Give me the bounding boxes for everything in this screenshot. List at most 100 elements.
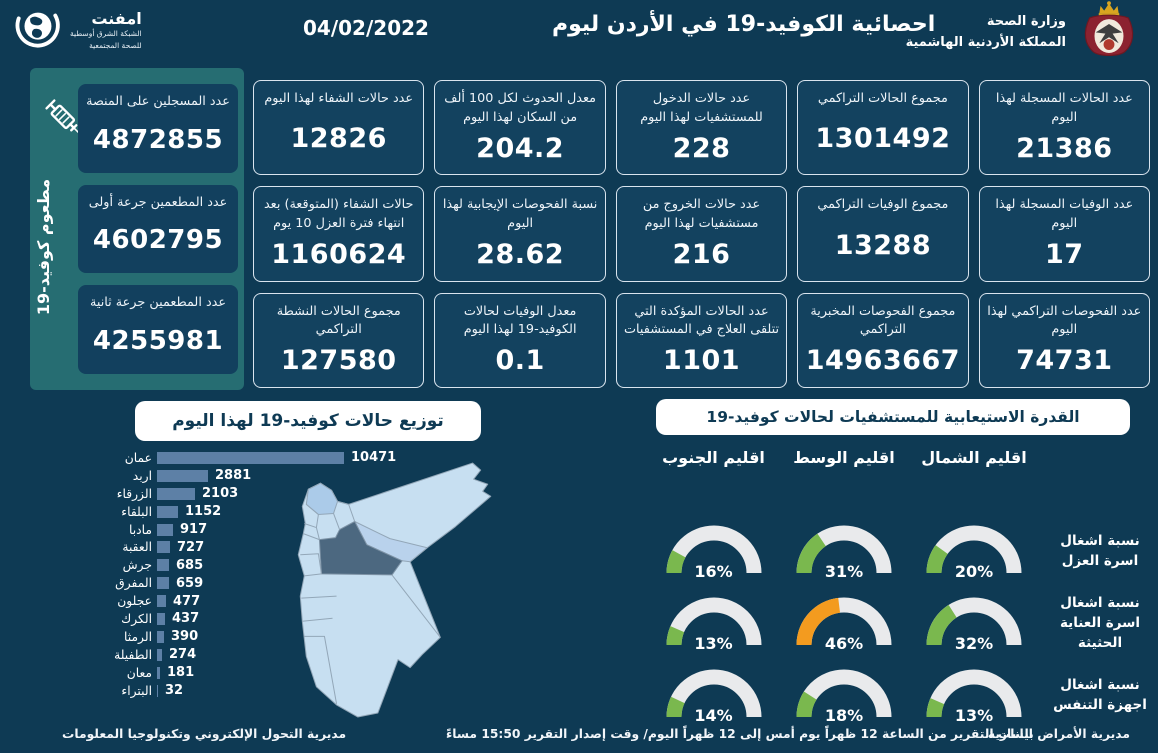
bar [157, 487, 195, 500]
bar-row: الزرقاء 2103 [88, 485, 428, 503]
vaccination-panel: مطعوم كوفيد-19 عدد المسجلين على المنصة 48… [30, 68, 244, 390]
gauge-value: 13% [954, 706, 994, 725]
footer-report-time: بيانات التقرير من الساعة 12 ظهراً يوم أم… [446, 727, 1034, 741]
gauge-arc [666, 525, 761, 574]
vaccine-stat-card: عدد المطعمين جرعة ثانية 4255981 [78, 285, 238, 375]
stat-card-label: مجموع الحالات التراكمي [817, 91, 948, 106]
stat-card: عدد حالات الدخول للمستشفيات لهذا اليوم 22… [615, 80, 788, 176]
region-header: اقليم الجنوب [662, 448, 765, 467]
stat-card-label: معدل الحدوث لكل 100 ألف من السكان لهذا ا… [444, 91, 596, 125]
gauge: 13% [909, 659, 1039, 731]
stat-card-value: 74731 [1016, 345, 1113, 377]
stat-card-value: 1101 [662, 345, 741, 377]
stat-card-label: معدل الوفيات لحالات الكوفيد-19 لهذا اليو… [463, 303, 577, 338]
vaccine-stat-value: 4255981 [92, 325, 224, 356]
stats-grid: عدد الحالات المسجلة لهذا اليوم 21386 مجموع… [253, 80, 1150, 388]
gauge: 20% [909, 515, 1039, 587]
bar-value-label: 437 [172, 611, 200, 627]
bar-category-label: العقبة [122, 540, 152, 555]
bar-row: الرمثا 390 [88, 628, 428, 646]
capacity-grid: اقليم الشمال اقليم الوسط اقليم الجنوب نسبة … [648, 443, 1155, 731]
bar [157, 451, 344, 464]
bar-row: الطفيلة 274 [88, 646, 428, 664]
bar-row: مادبا 917 [88, 521, 428, 539]
bar-category-label: عجلون [117, 594, 152, 609]
jordan-map [297, 462, 492, 718]
stat-card-label: عدد الحالات المسجلة لهذا اليوم [995, 91, 1133, 125]
gauge-value: 18% [824, 706, 864, 725]
gauge: 31% [779, 515, 909, 587]
gauge-value: 13% [694, 634, 733, 653]
bar-row: العقبة 727 [88, 538, 428, 556]
report-date: 04/02/2022 [303, 16, 429, 40]
stat-card-value: 228 [672, 132, 731, 164]
bar-value-label: 2103 [202, 486, 239, 502]
gauge-value: 32% [954, 634, 994, 653]
bar-row: جرش 685 [88, 556, 428, 574]
gauge-row-label: نسبة اشغال اجهزة التنفس [1053, 676, 1147, 713]
bar-value-label: 274 [169, 647, 197, 663]
map-region-amman-highlight [318, 521, 403, 576]
stat-card: نسبة الفحوصات الإيجابية لهذا اليوم 28.62 [434, 186, 606, 282]
logo-subtitle-2: للصحة المجتمعية [89, 40, 142, 50]
ministry-line1: وزارة الصحة [986, 14, 1066, 29]
stat-card-value: 1301492 [815, 123, 951, 155]
vaccine-stat-label: عدد المطعمين جرعة أولى [88, 194, 228, 210]
stat-card-label: عدد حالات الشفاء لهذا اليوم [264, 91, 414, 106]
gauge-arc [796, 669, 892, 718]
stat-card-label: عدد الحالات المؤكدة التي تتلقى العلاج في… [623, 303, 780, 338]
bar-category-label: الرمثا [124, 629, 152, 644]
globe-icon [15, 12, 60, 48]
bar [157, 595, 166, 608]
bar-value-label: 659 [176, 575, 204, 591]
stat-card: عدد الحالات المؤكدة التي تتلقى العلاج في… [615, 292, 788, 388]
bar [157, 541, 170, 554]
stat-card-value: 21386 [1016, 132, 1113, 164]
stat-card: مجموع الحالات النشطة التراكمي 127580 [253, 292, 425, 388]
cases-bar-chart: عمان 10471 اربد 2881 الزرقاء 2103 البلقاء 1152 م… [88, 449, 428, 699]
stat-card-value: 127580 [280, 345, 397, 377]
stat-card-label: عدد حالات الخروج من مستشفيات لهذا اليوم [642, 197, 761, 231]
gauge: 14% [648, 659, 779, 731]
vaccine-cards: عدد المسجلين على المنصة 4872855 عدد المطعم… [78, 84, 238, 375]
bar-row: عجلون 477 [88, 592, 428, 610]
vaccine-stat-card: عدد المطعمين جرعة أولى 4602795 [78, 184, 238, 274]
gauge-arc [926, 597, 1022, 646]
vaccine-stat-card: عدد المسجلين على المنصة 4872855 [78, 84, 238, 173]
stat-card-label: عدد حالات الدخول للمستشفيات لهذا اليوم [640, 91, 763, 125]
bar-row: عمان 10471 [88, 449, 428, 467]
bar-category-label: اربد [132, 468, 152, 483]
stat-card-value: 17 [1045, 239, 1084, 271]
page-title: احصائية الكوفيد-19 في الأردن ليوم [552, 12, 936, 37]
stat-card: حالات الشفاء (المتوقعة) بعد انتهاء فترة … [253, 186, 425, 282]
logo-subtitle-1: الشبكة الشرق أوسطية [70, 28, 142, 38]
capacity-grid-corner [1039, 443, 1155, 477]
bar [157, 666, 160, 679]
stat-card: عدد حالات الخروج من مستشفيات لهذا اليوم 2… [615, 186, 788, 282]
bar-value-label: 390 [171, 629, 199, 645]
stat-card: مجموع الحالات التراكمي 1301492 [797, 80, 969, 176]
bar-category-label: جرش [122, 558, 152, 573]
bar-row: معان 181 [88, 664, 428, 682]
gauge-arc [796, 597, 892, 646]
stat-card-label: مجموع الحالات النشطة التراكمي [276, 303, 401, 338]
capacity-title: القدرة الاستيعابية للمستشفيات لحالات كوف… [656, 399, 1130, 435]
bar-category-label: عمان [124, 450, 152, 465]
bar [157, 684, 158, 697]
gauge: 16% [648, 515, 779, 587]
bar-category-label: معان [126, 665, 152, 680]
gauge-value: 16% [694, 562, 733, 581]
stat-card: عدد الفحوصات التراكمي لهذا اليوم 74731 [978, 292, 1150, 388]
vaccine-stat-value: 4872855 [92, 124, 224, 155]
stat-card: معدل الحدوث لكل 100 ألف من السكان لهذا ا… [434, 80, 606, 176]
bar-value-label: 685 [176, 557, 204, 573]
ministry-name: وزارة الصحة المملكة الأردنية الهاشمية [906, 12, 1066, 54]
bar-value-label: 2881 [215, 468, 252, 484]
gauge: 32% [909, 587, 1039, 659]
logo-title: امفنت [91, 9, 142, 28]
gauge: 13% [648, 587, 779, 659]
stat-card-value: 28.62 [476, 239, 565, 271]
bar [157, 630, 164, 643]
ministry-line2: المملكة الأردنية الهاشمية [905, 34, 1066, 50]
